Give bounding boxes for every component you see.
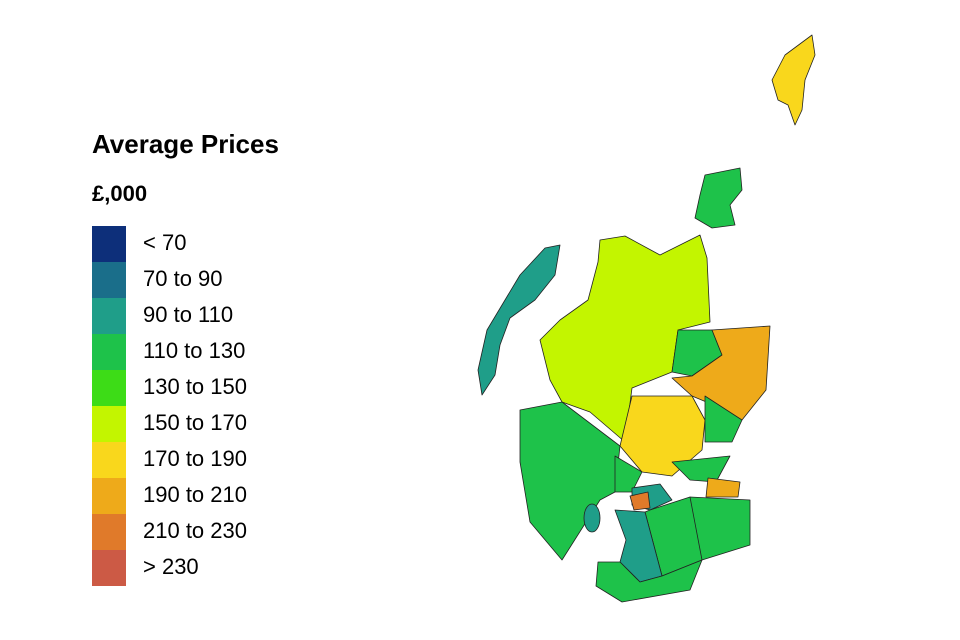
legend-label: 190 to 210 xyxy=(143,482,247,507)
region xyxy=(671,325,771,421)
region xyxy=(704,395,743,443)
map xyxy=(477,34,816,603)
legend-label: 70 to 90 xyxy=(143,266,223,291)
region xyxy=(694,167,743,229)
legend-label: 170 to 190 xyxy=(143,446,247,471)
region xyxy=(477,244,561,396)
legend-label: 110 to 130 xyxy=(143,338,245,363)
legend-label: < 70 xyxy=(143,230,186,255)
region xyxy=(705,477,741,498)
region xyxy=(595,559,703,603)
region xyxy=(519,401,621,561)
region xyxy=(629,491,651,511)
legend-swatch xyxy=(92,298,126,334)
legend-label: 130 to 150 xyxy=(143,374,247,399)
legend-swatch xyxy=(92,226,126,262)
legend-swatch xyxy=(92,334,126,370)
legend-subtitle: £,000 xyxy=(92,181,147,206)
legend-label: 90 to 110 xyxy=(143,302,233,327)
legend-swatch xyxy=(92,406,126,442)
region xyxy=(771,34,816,126)
legend-label: > 230 xyxy=(143,554,199,579)
region xyxy=(583,503,601,533)
legend-title: Average Prices xyxy=(92,129,279,159)
legend-swatch xyxy=(92,442,126,478)
legend-label: 210 to 230 xyxy=(143,518,247,543)
legend-swatch xyxy=(92,478,126,514)
legend-swatch xyxy=(92,550,126,586)
legend-swatch xyxy=(92,262,126,298)
legend-label: 150 to 170 xyxy=(143,410,247,435)
legend-swatch xyxy=(92,514,126,550)
legend: < 70 70 to 90 90 to 110 110 to 130 130 to 15… xyxy=(92,226,247,586)
legend-swatch xyxy=(92,370,126,406)
